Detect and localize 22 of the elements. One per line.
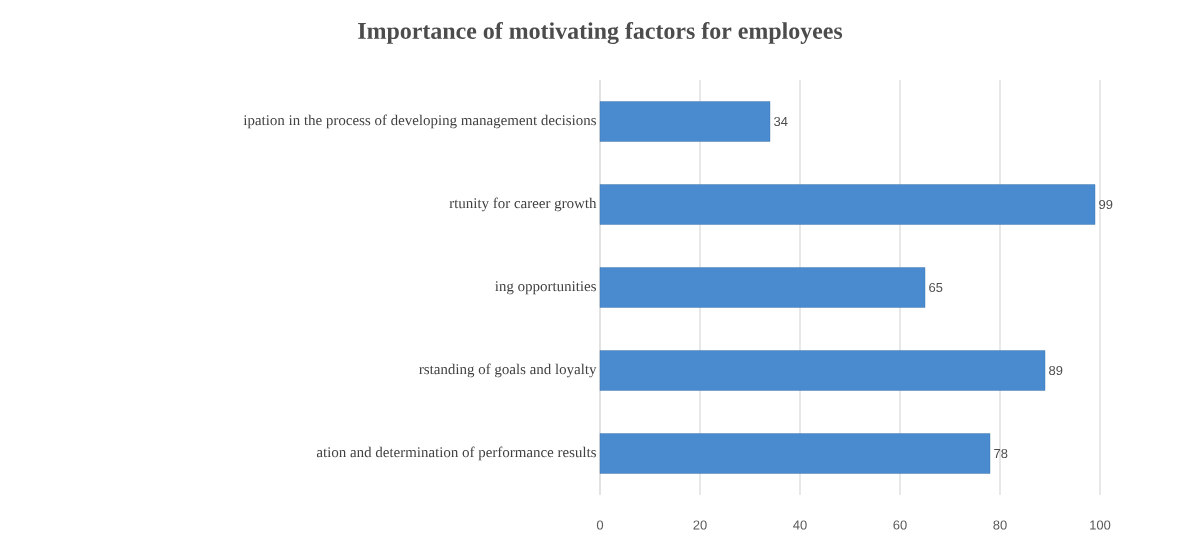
- data-label: 65: [929, 282, 943, 293]
- bar: [599, 267, 926, 308]
- data-label: 78: [994, 448, 1008, 459]
- x-tick-label: 20: [693, 520, 707, 530]
- y-tick-label: rtunity for career growth: [449, 197, 597, 212]
- x-tick-label: 40: [793, 520, 807, 530]
- bar: [599, 101, 771, 142]
- x-tick-label: 80: [993, 520, 1007, 530]
- bar: [599, 433, 991, 474]
- data-label: 89: [1049, 365, 1063, 376]
- x-tick-label: 100: [1090, 520, 1111, 530]
- y-tick-label: ing opportunities: [495, 281, 596, 295]
- y-tick-label: rstanding of goals and loyalty: [419, 363, 597, 378]
- chart-title: Importance of motivating factors for employees: [358, 21, 843, 45]
- data-label: 99: [1099, 199, 1113, 210]
- bar: [599, 350, 1046, 391]
- x-tick-label: 60: [893, 520, 907, 530]
- y-tick-label: ipation in the process of developing management decisions: [243, 114, 596, 129]
- x-tick-label: 0: [596, 520, 604, 530]
- y-tick-label: ation and determination of performance results: [316, 446, 596, 461]
- bar: [599, 184, 1096, 225]
- data-label: 34: [774, 116, 788, 127]
